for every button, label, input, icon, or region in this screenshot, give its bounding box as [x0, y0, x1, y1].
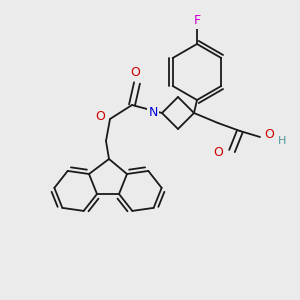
Text: F: F [194, 14, 201, 28]
Text: H: H [278, 136, 286, 146]
Text: N: N [148, 106, 158, 118]
Text: O: O [95, 110, 105, 122]
Text: O: O [264, 128, 274, 142]
Text: O: O [213, 146, 223, 160]
Text: O: O [130, 67, 140, 80]
